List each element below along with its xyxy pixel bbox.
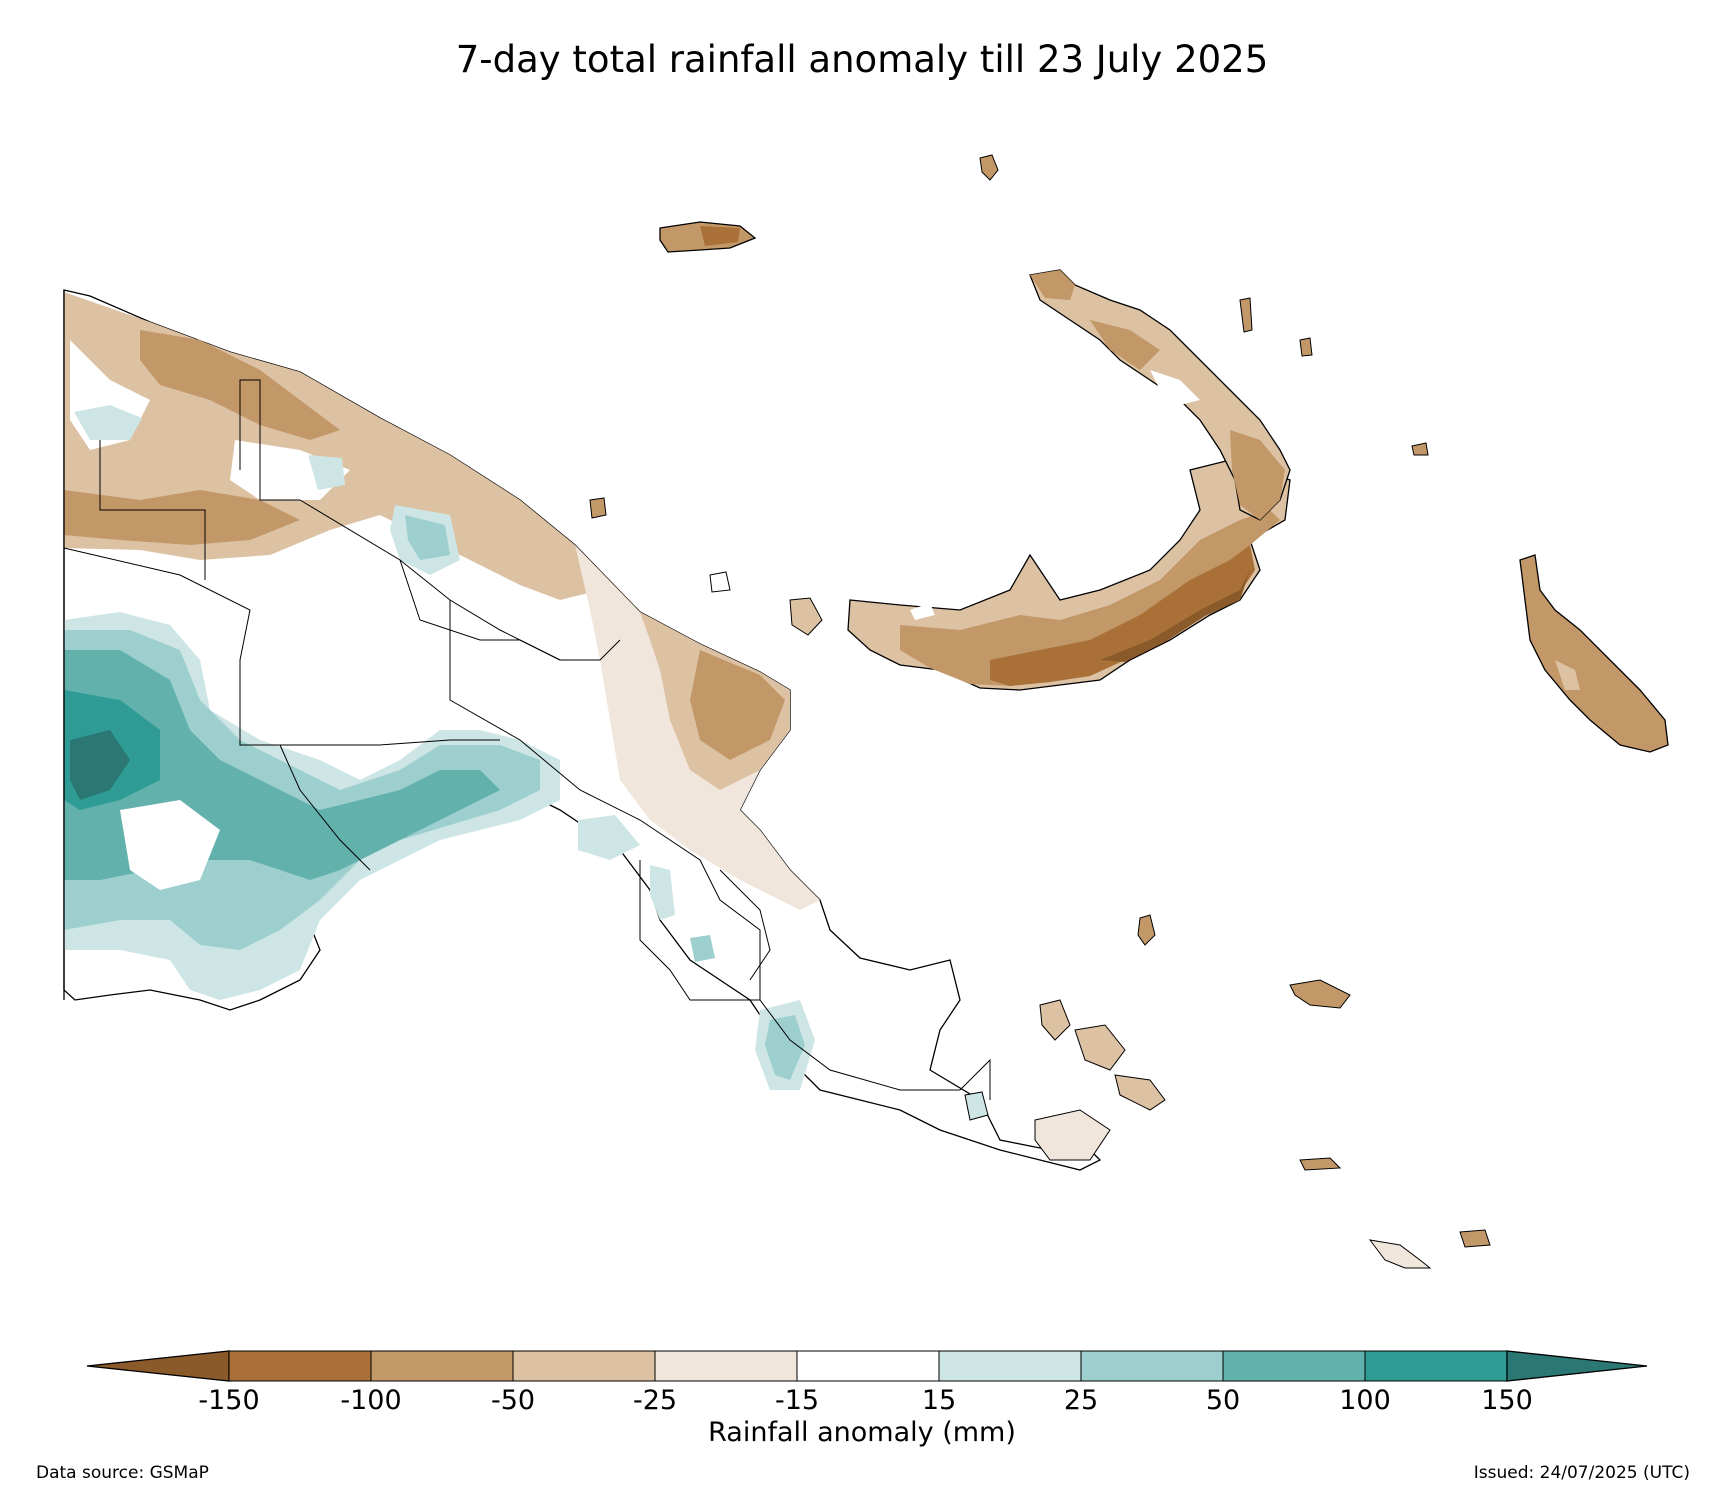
manus-island-dry (700, 226, 740, 246)
new-ireland (1029, 269, 1291, 521)
colorbar-tick-label: -15 (774, 1385, 820, 1416)
colorbar-extend-low (86, 1350, 230, 1382)
mainland (63, 289, 1102, 1171)
colorbar-bin (228, 1350, 372, 1382)
colorbar-bin (1364, 1350, 1508, 1382)
island-small-3 (1299, 337, 1313, 357)
issued-date-note: Issued: 24/07/2025 (UTC) (1473, 1463, 1690, 1483)
colorbar-tick-label: -25 (632, 1385, 678, 1416)
island-small-12 (1114, 1074, 1166, 1111)
anomaly-inland-wet-c (650, 865, 675, 920)
colorbar-bin (512, 1350, 656, 1382)
colorbar-bin (1222, 1350, 1366, 1382)
island-small-6 (709, 571, 731, 593)
colorbar-bin (370, 1350, 514, 1382)
island-small-11 (1074, 1024, 1126, 1071)
colorbar-bin (654, 1350, 798, 1382)
island-small-4 (1411, 442, 1429, 456)
anomaly-north-wet-d (405, 515, 450, 560)
anomaly-southwest-extreme-2 (70, 730, 130, 800)
colorbar-bin (1080, 1350, 1224, 1382)
map-title: 7-day total rainfall anomaly till 23 Jul… (455, 38, 1269, 81)
anomaly-north-drier (64, 490, 300, 545)
anomaly-normal-south-2 (380, 880, 500, 960)
colorbar-label: Rainfall anomaly (mm) (708, 1417, 1016, 1448)
island-small-2 (1239, 297, 1253, 333)
colorbar (86, 1350, 1648, 1382)
data-source-note: Data source: GSMaP (36, 1463, 209, 1483)
anomaly-inland-wet-b (765, 1015, 805, 1080)
colorbar-bin (938, 1350, 1082, 1382)
island-small-5 (589, 497, 607, 519)
island-small-16 (964, 1091, 989, 1121)
island-small-9 (1289, 979, 1351, 1009)
island-small-15 (1368, 1239, 1432, 1269)
colorbar-bin (796, 1350, 940, 1382)
anomaly-east-driest (690, 650, 785, 760)
bougainville (1519, 554, 1669, 753)
anomaly-north-wet-b (308, 455, 345, 490)
colorbar-tick-label: 50 (1205, 1385, 1241, 1416)
colorbar-tick-label: -100 (340, 1385, 402, 1416)
anomaly-inland-wet-d (690, 935, 715, 962)
colorbar-tick-label: -150 (198, 1385, 260, 1416)
colorbar-extend-high (1506, 1350, 1648, 1382)
province-boundaries (63, 379, 991, 1100)
colorbar-tick-label: 150 (1481, 1385, 1533, 1416)
island-small-14 (1459, 1229, 1491, 1248)
colorbar-tick-label: -50 (490, 1385, 536, 1416)
colorbar-tick-label: 15 (921, 1385, 957, 1416)
new-britain (847, 459, 1291, 691)
colorbar-tick-label: 100 (1339, 1385, 1391, 1416)
anomaly-north-wet-a (74, 405, 142, 440)
colorbar-tick-label: 25 (1063, 1385, 1099, 1416)
island-small-17 (1034, 1109, 1111, 1161)
island-small-7 (789, 597, 823, 636)
anomaly-inland-wet-e (578, 815, 640, 860)
island-small-10 (1039, 999, 1071, 1041)
anomaly-normal-south (120, 800, 220, 890)
island-small-13 (1299, 1157, 1342, 1171)
island-small-1 (979, 154, 999, 181)
island-small-8 (1137, 914, 1156, 946)
